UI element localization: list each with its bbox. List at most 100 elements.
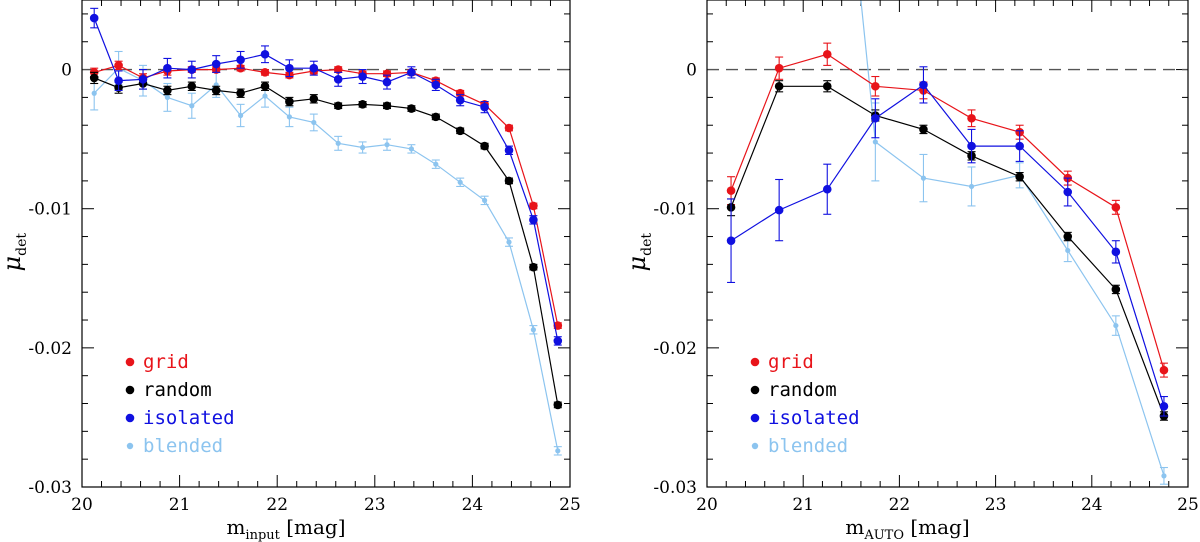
point-blended [1065,247,1071,254]
x-tick-label: 23 [985,495,1007,515]
point-random [309,94,319,104]
series-line-grid [730,53,1165,371]
point-blended [286,114,292,120]
y-tick-label: -0.01 [653,200,697,220]
point-random [919,125,928,134]
point-blended [920,175,927,181]
x-tick-label: 23 [364,495,386,515]
x-tick-label: 25 [1177,495,1199,515]
point-random [89,73,99,83]
point-random [553,400,563,410]
legend-marker-random [125,385,135,395]
y-tick-label: 0 [686,61,697,81]
point-blended [91,90,97,96]
y-axis-label-text: μdet [623,233,655,272]
point-grid [1111,203,1121,212]
right-panel: 20 21 22 23 24 25 0 -0.01 -0.02 -0.03 mAUTO [mag] μ… [623,0,1199,542]
plot-frame [706,0,1189,488]
legend-marker-isolated [125,413,135,423]
legend-marker-blended [126,442,134,450]
point-random [822,81,832,91]
point-isolated [211,59,221,69]
point-grid [967,113,976,123]
legend-marker-grid [750,357,760,367]
point-grid [114,61,123,70]
x-tick-label: 21 [792,495,814,515]
legend: grid random isolated blended [125,351,235,457]
x-tick-label: 22 [889,495,911,515]
x-tick-label: 24 [462,495,484,515]
point-blended [506,239,512,245]
point-isolated [163,63,172,73]
point-grid [822,49,832,59]
point-blended [530,327,537,333]
point-random [211,86,221,95]
point-isolated [726,236,736,246]
point-random [455,126,465,136]
point-grid [1159,365,1169,375]
point-isolated [260,49,270,59]
point-random [1015,172,1024,182]
point-blended [408,146,414,152]
legend-label-blended: blended [143,435,223,457]
point-random [407,104,416,113]
point-isolated [1063,187,1073,197]
y-axis-label: μdet [0,233,30,272]
point-blended [238,112,244,119]
point-grid [529,201,538,211]
series-grid [89,60,563,330]
point-isolated [114,76,123,86]
y-tick-label: -0.01 [28,200,72,220]
point-blended [335,140,341,146]
point-random [333,101,343,111]
point-grid [774,63,784,73]
series-blended [860,0,1168,485]
series-line-isolated [730,84,1165,407]
legend-label-blended: blended [768,435,848,457]
x-tick-label: 21 [169,495,191,515]
x-axis-label: mAUTO [mag] [845,515,969,542]
point-blended [189,103,195,109]
point-random [504,176,514,186]
point-isolated [431,80,441,90]
legend: grid random isolated blended [750,351,860,457]
point-blended [433,161,439,167]
point-blended [968,183,975,190]
point-random [480,141,489,151]
x-tick-label: 22 [266,495,288,515]
series-random [89,71,563,410]
x-axis-label-subscript: AUTO [863,528,904,542]
point-isolated [1159,401,1169,411]
point-isolated [382,77,392,87]
legend-label-random: random [768,379,837,401]
point-random [260,81,270,91]
series-line-blended [93,67,559,451]
point-random [774,81,784,91]
legend-marker-grid [125,357,135,367]
point-grid [260,68,270,77]
point-random [236,88,245,98]
point-blended [1161,473,1167,479]
point-isolated [553,336,563,346]
y-tick-label: 0 [61,61,72,81]
point-isolated [187,65,197,74]
series-line-random [730,85,1165,417]
point-random [1111,285,1121,294]
plot-frame [81,0,571,488]
series-line-blended [860,0,1165,477]
point-blended [872,139,878,145]
point-blended [164,94,170,100]
point-grid [382,69,392,79]
point-isolated [236,55,245,65]
point-isolated [333,75,343,84]
point-isolated [822,184,832,194]
point-isolated [1015,141,1024,151]
legend-label-isolated: isolated [768,407,860,429]
point-isolated [919,80,928,90]
legend-marker-isolated [750,413,760,423]
point-isolated [358,72,367,81]
point-grid [333,65,343,74]
point-isolated [1111,247,1121,257]
point-random [382,101,392,111]
